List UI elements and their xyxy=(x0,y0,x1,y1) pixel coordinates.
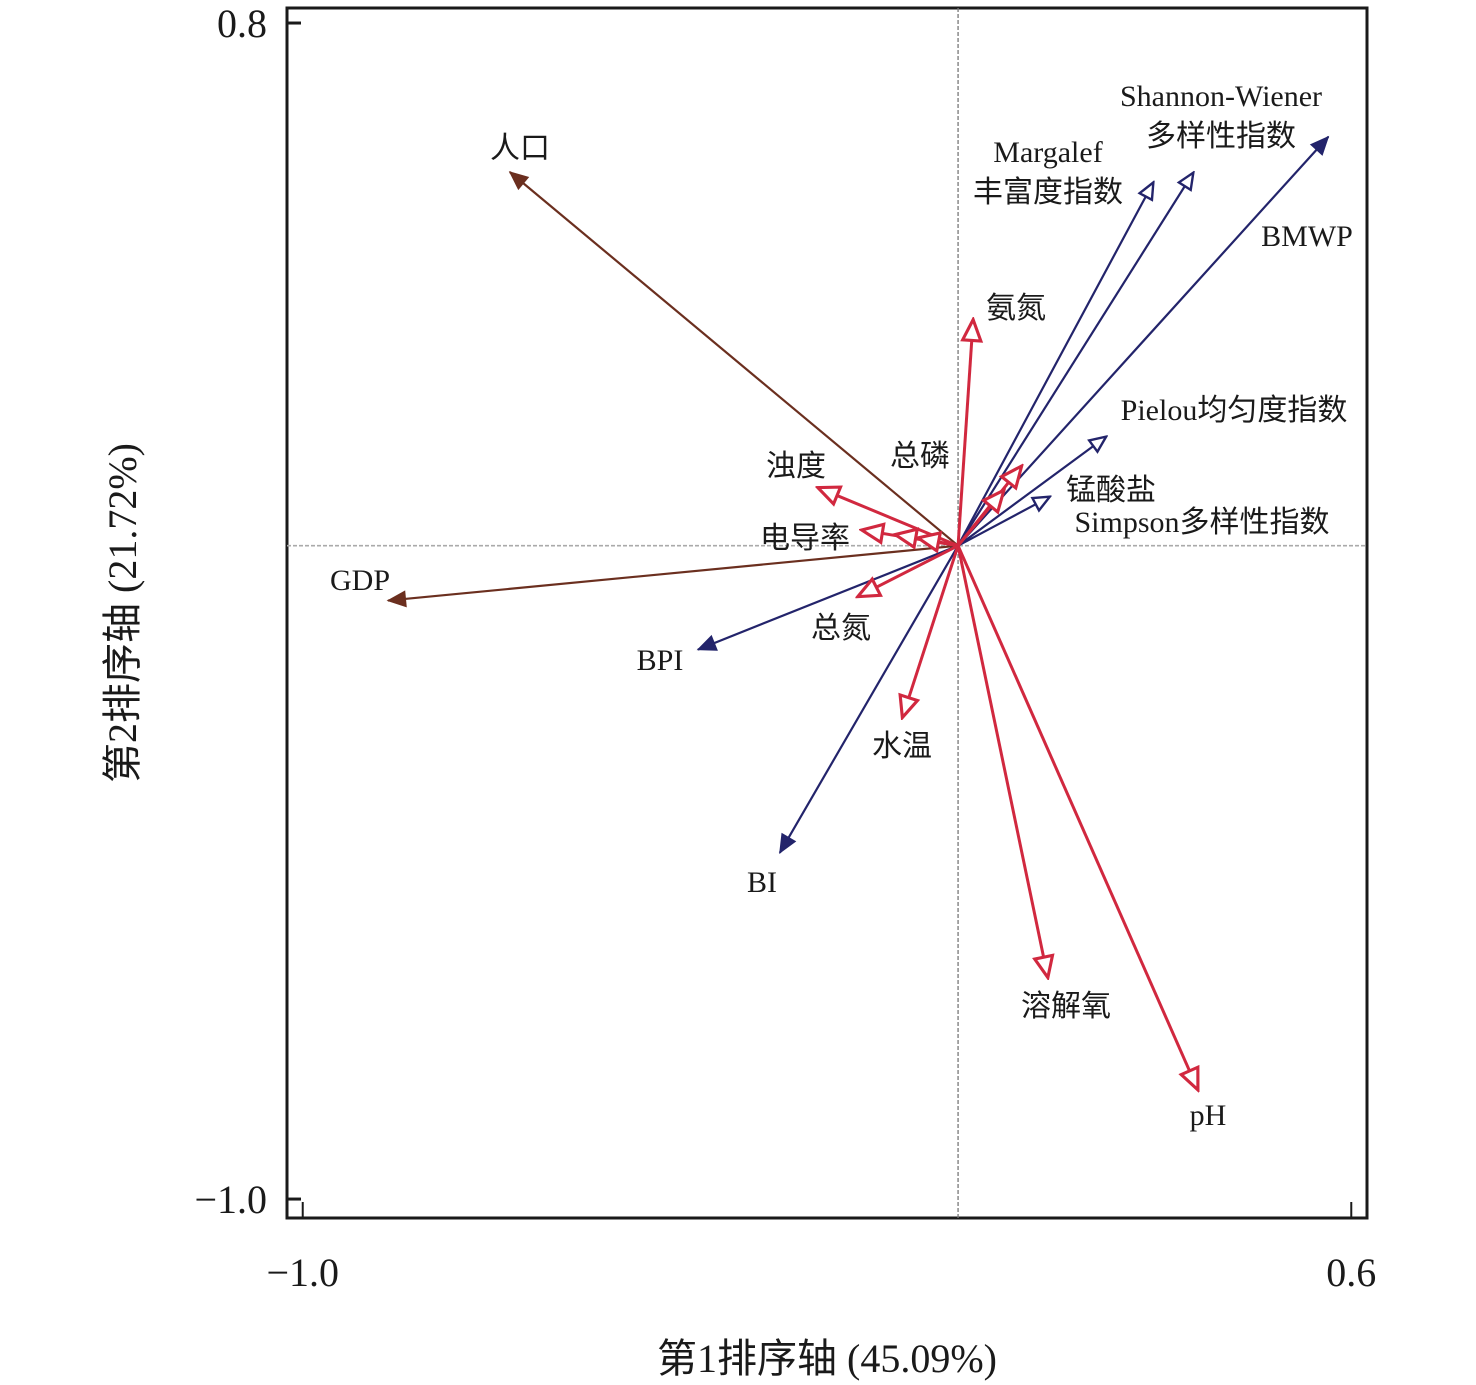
vector-label-line: Shannon-Wiener xyxy=(1120,80,1322,113)
plot-border xyxy=(285,6,1369,1220)
y-tick-label: −1.0 xyxy=(194,1177,267,1222)
x-tick-label: −1.0 xyxy=(266,1250,339,1295)
vector-label-line: 水温 xyxy=(872,730,932,763)
vector-arrow xyxy=(957,497,1050,547)
vector-label: 水温 xyxy=(872,730,932,763)
vector-label-line: Pielou均匀度指数 xyxy=(1121,394,1348,427)
vector-label: GDP xyxy=(330,564,390,597)
vector-label: Shannon-Wiener 多样性指数 xyxy=(1120,80,1322,153)
vector-label: 电导率 xyxy=(760,522,850,555)
vector-arrow xyxy=(918,538,959,546)
y-axis-title: 第2排序轴 (21.72%) xyxy=(100,443,145,783)
vector-arrow xyxy=(902,545,960,718)
x-axis-title: 第1排序轴 (45.09%) xyxy=(657,1336,997,1381)
vector-label: BMWP xyxy=(1261,220,1353,253)
vector-label: 人口 xyxy=(490,132,550,165)
vector-label: 总磷 xyxy=(890,440,950,473)
vector-arrow xyxy=(386,544,959,608)
vector-label-line: 丰富度指数 xyxy=(973,176,1123,209)
vector-label: Pielou均匀度指数 xyxy=(1121,394,1348,427)
vector-label: 氨氮 xyxy=(986,292,1046,325)
vector-label-line: 浊度 xyxy=(766,450,826,483)
vector-arrow xyxy=(957,437,1106,547)
label-layer: 人口 GDP BMWP BPI BI Margalef 丰富度指数 Shannon-Wiene… xyxy=(330,80,1353,1132)
vector-label-line: 总氮 xyxy=(811,612,871,645)
vector-layer xyxy=(386,135,1330,1090)
vector-arrow xyxy=(957,182,1153,547)
vector-arrow xyxy=(508,171,959,547)
plot-frame xyxy=(285,6,1369,1220)
reference-lines xyxy=(287,8,1367,1218)
vector-label: 锰酸盐 xyxy=(1066,474,1156,507)
vector-label: Margalef 丰富度指数 xyxy=(973,136,1123,209)
vector-label: 溶解氧 xyxy=(1021,990,1111,1023)
vector-label: BPI xyxy=(637,644,684,677)
vector-arrow xyxy=(956,545,1198,1090)
vector-label-line: 氨氮 xyxy=(986,292,1046,325)
vector-arrow xyxy=(956,490,1004,547)
vector-label-line: 多样性指数 xyxy=(1146,120,1296,153)
vector-arrow xyxy=(778,545,960,854)
vector-label-line: 锰酸盐 xyxy=(1066,474,1156,507)
x-tick-label: 0.6 xyxy=(1326,1250,1376,1295)
vector-arrow xyxy=(956,545,1048,978)
vector-label-line: 总磷 xyxy=(890,440,950,473)
vector-label-line: 人口 xyxy=(490,132,550,165)
vector-label-line: GDP xyxy=(330,564,390,597)
tick-layer: −1.0 0.6 0.8 −1.0 xyxy=(194,1,1376,1295)
vector-label: BI xyxy=(747,866,777,899)
vector-label: 浊度 xyxy=(766,450,826,483)
vector-label: 总氮 xyxy=(811,612,871,645)
vector-arrow xyxy=(956,320,973,546)
y-tick-label: 0.8 xyxy=(217,1,267,46)
vector-label-line: 电导率 xyxy=(760,522,850,555)
vector-label-line: pH xyxy=(1190,1099,1227,1132)
vector-label-line: 溶解氧 xyxy=(1021,990,1111,1023)
vector-label: pH xyxy=(1190,1099,1227,1132)
vector-arrow xyxy=(858,544,959,597)
vector-label: Simpson多样性指数 xyxy=(1074,506,1329,539)
vector-label-line: BPI xyxy=(637,644,684,677)
vector-label-line: Simpson多样性指数 xyxy=(1074,506,1329,539)
vector-label-line: BI xyxy=(747,866,777,899)
vector-label-line: BMWP xyxy=(1261,220,1353,253)
vector-arrow xyxy=(957,173,1193,547)
vector-label-line: Margalef xyxy=(993,136,1102,169)
vector-arrow xyxy=(696,544,959,651)
